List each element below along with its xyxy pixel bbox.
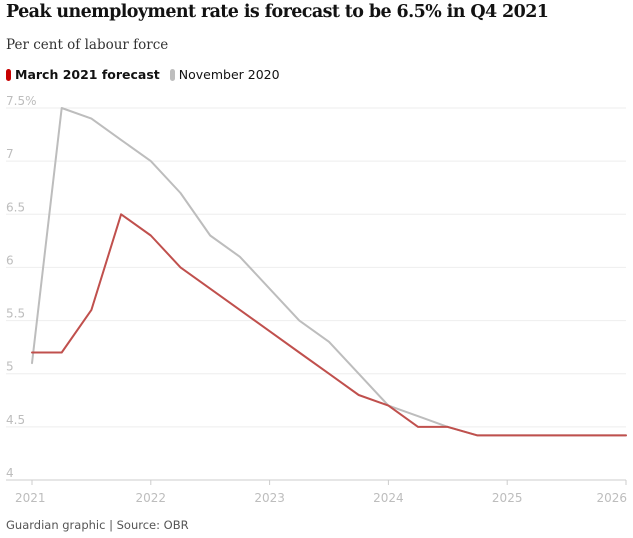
y-tick-label: 7: [6, 147, 14, 161]
legend-item-november-2020: November 2020: [169, 67, 280, 82]
legend-swatch-november-2020: [169, 68, 175, 81]
x-tick-label: 2025: [492, 491, 523, 505]
source-note: Guardian graphic | Source: OBR: [6, 518, 189, 532]
legend-label-november-2020: November 2020: [178, 67, 280, 82]
legend-swatch-march-2021: [6, 68, 11, 81]
x-tick-label: 2022: [136, 491, 167, 505]
series-line-november-2020: [31, 107, 627, 437]
x-tick-label: 2024: [373, 491, 404, 505]
series-line-march-2021: [31, 213, 627, 437]
x-axis: 2021 2022 2023 2024 2025 2026: [6, 479, 627, 505]
y-tick-label: 5.5: [6, 307, 25, 321]
y-tick-label: 4.5: [6, 413, 25, 427]
gridlines: [6, 107, 626, 428]
series-lines: [31, 107, 627, 437]
y-tick-label: 7.5%: [6, 94, 37, 108]
chart-subtitle: Per cent of labour force: [6, 37, 169, 53]
x-tick-label: 2021: [15, 491, 46, 505]
y-axis-ticks: 4 4.5 5 5.5 6 6.5 7 7.5%: [6, 94, 37, 480]
y-tick-label: 4: [6, 466, 14, 480]
legend: March 2021 forecast November 2020: [6, 67, 290, 82]
x-tick-label: 2023: [254, 491, 285, 505]
x-tick-label: 2026: [596, 491, 627, 505]
y-tick-label: 5: [6, 360, 14, 374]
y-tick-label: 6.5: [6, 200, 25, 214]
legend-label-march-2021: March 2021 forecast: [15, 67, 160, 82]
chart-title: Peak unemployment rate is forecast to be…: [6, 2, 549, 22]
y-tick-label: 6: [6, 253, 14, 267]
legend-item-march-2021: March 2021 forecast: [6, 67, 160, 82]
